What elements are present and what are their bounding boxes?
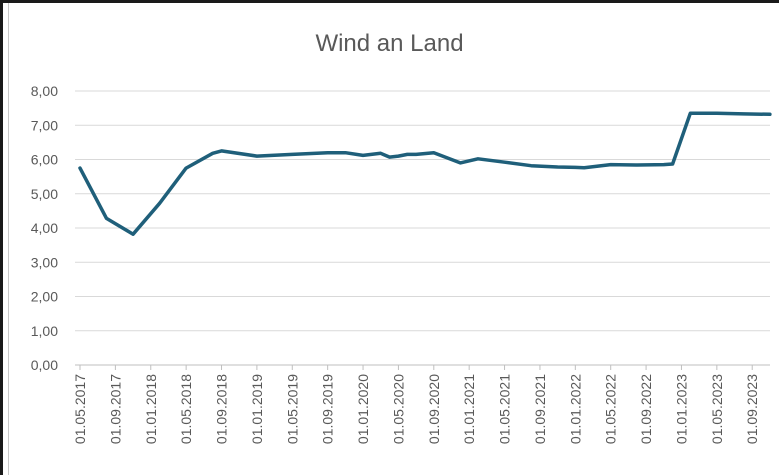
y-tick-label: 8,00 xyxy=(31,83,58,99)
x-tick-label: 01.05.2018 xyxy=(178,374,194,444)
x-tick-label: 01.01.2021 xyxy=(461,374,477,444)
chart-area-border xyxy=(8,3,9,475)
x-tick-label: 01.09.2021 xyxy=(532,374,548,444)
y-tick-label: 4,00 xyxy=(31,220,58,236)
x-tick-label: 01.01.2019 xyxy=(249,374,265,444)
x-tick-label: 01.05.2020 xyxy=(390,374,406,444)
x-tick-label: 01.09.2019 xyxy=(320,374,336,444)
x-tick-label: 01.09.2020 xyxy=(426,374,442,444)
x-tick-label: 01.09.2018 xyxy=(214,374,230,444)
window-left-border xyxy=(0,0,3,475)
x-axis-ticks: 01.05.2017 01.09.2017 01.01.2018 01.05.2018… xyxy=(72,365,760,444)
y-tick-label: 3,00 xyxy=(31,254,58,270)
x-tick-label: 01.05.2017 xyxy=(72,374,88,444)
y-axis-ticks: 0,00 1,00 2,00 3,00 4,00 5,00 6,00 7,00 8,00 xyxy=(31,83,58,373)
y-tick-label: 5,00 xyxy=(31,186,58,202)
x-tick-label: 01.05.2021 xyxy=(497,374,513,444)
x-tick-label: 01.05.2022 xyxy=(603,374,619,444)
x-tick-label: 01.09.2017 xyxy=(107,374,123,444)
y-tick-label: 0,00 xyxy=(31,357,58,373)
y-tick-label: 2,00 xyxy=(31,289,58,305)
x-tick-label: 01.05.2023 xyxy=(709,374,725,444)
x-tick-label: 01.01.2023 xyxy=(673,374,689,444)
y-tick-label: 6,00 xyxy=(31,152,58,168)
y-tick-label: 7,00 xyxy=(31,117,58,133)
x-tick-label: 01.09.2022 xyxy=(638,374,654,444)
x-tick-label: 01.05.2019 xyxy=(284,374,300,444)
window-top-border xyxy=(0,0,779,3)
series-group xyxy=(78,111,772,236)
x-tick-label: 01.01.2022 xyxy=(567,374,583,444)
x-tick-label: 01.09.2023 xyxy=(744,374,760,444)
x-tick-label: 01.01.2018 xyxy=(143,374,159,444)
series-line xyxy=(78,111,772,236)
chart-title: Wind an Land xyxy=(315,30,464,57)
gridlines xyxy=(75,90,770,332)
y-tick-label: 1,00 xyxy=(31,323,58,339)
x-tick-label: 01.01.2020 xyxy=(355,374,371,444)
